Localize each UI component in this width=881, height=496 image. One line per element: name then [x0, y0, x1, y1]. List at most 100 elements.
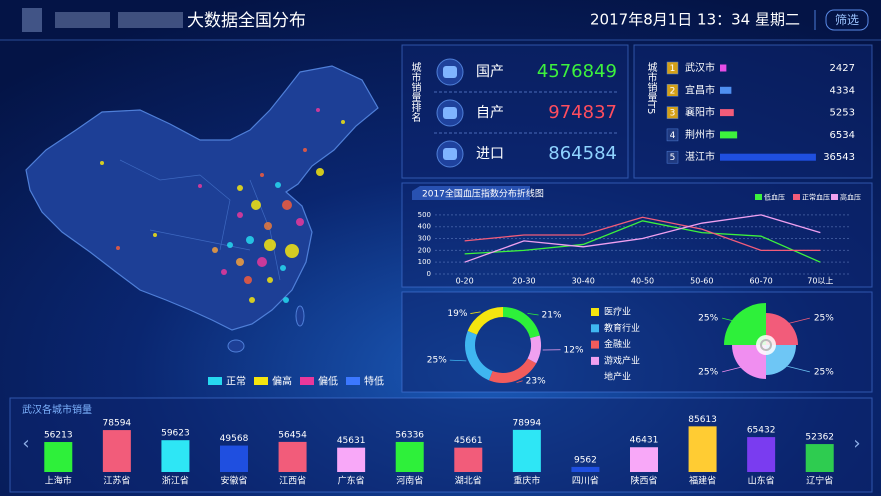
map-dot [221, 269, 227, 275]
map-dot [116, 246, 120, 250]
row-icon-glyph [443, 107, 457, 119]
city-name: 湛江市 [685, 150, 715, 163]
map-dot [246, 236, 254, 244]
value-label: 56213 [44, 431, 73, 441]
map-dot [264, 239, 276, 251]
map-dot [227, 242, 233, 248]
line-chart-title: 2017全国血压指数分布折线图 [422, 188, 544, 200]
value-label: 52362 [805, 433, 834, 443]
map-dot [267, 277, 273, 283]
city-name: 宜昌市 [685, 83, 715, 96]
x-tick-label: 山东省 [748, 475, 775, 487]
legend-swatch [208, 377, 222, 385]
map-dot [280, 265, 286, 271]
donut-segment [467, 307, 503, 335]
bar [720, 86, 732, 94]
value-label: 12% [564, 345, 584, 355]
donut-segment [503, 307, 540, 339]
bar [805, 444, 834, 472]
legend-label: 教育行业 [604, 322, 640, 334]
value-label: 56454 [278, 430, 307, 440]
x-tick-label: 江苏省 [103, 475, 130, 487]
line-series [464, 214, 821, 263]
value-label: 25% [427, 356, 447, 366]
x-tick-label: 上海市 [45, 475, 72, 487]
next-arrow[interactable]: › [853, 433, 860, 454]
value-label: 36543 [823, 152, 855, 163]
map-dot [296, 218, 304, 226]
x-tick-label: 60-70 [749, 277, 772, 286]
rank-badge [666, 106, 679, 119]
legend-swatch [254, 377, 268, 385]
line-series [464, 216, 821, 252]
leader-line [787, 317, 810, 325]
value-label: 4334 [830, 85, 855, 96]
row-name: 自产 [476, 105, 504, 121]
value-label: 21% [542, 310, 562, 320]
legend-label: 偏低 [318, 375, 338, 388]
bar [161, 440, 190, 472]
value-label: 78594 [103, 419, 132, 429]
map-dot [249, 297, 255, 303]
legend-label: 医疗业 [604, 306, 631, 318]
legend-label: 偏高 [272, 375, 292, 388]
rank-badge [666, 150, 679, 164]
row-value: 974837 [548, 102, 617, 123]
value-label: 25% [698, 314, 718, 324]
x-tick-label: 四川省 [572, 475, 599, 487]
map-dot [236, 258, 244, 266]
value-label: 5253 [830, 108, 855, 119]
legend-swatch [591, 340, 599, 349]
x-tick-label: 50-60 [690, 277, 713, 286]
legend-swatch [831, 194, 838, 200]
value-label: 45631 [337, 436, 366, 446]
legend-label: 正常 [226, 375, 246, 388]
y-tick-label: 300 [418, 235, 431, 243]
prev-arrow[interactable]: ‹ [22, 433, 29, 454]
row-name: 进口 [476, 146, 504, 162]
bar [720, 64, 727, 72]
value-label: 25% [814, 367, 834, 377]
value-label: 78994 [513, 418, 542, 428]
rank-number: 3 [670, 109, 676, 119]
taiwan [295, 305, 305, 327]
value-label: 2427 [830, 63, 855, 74]
x-tick-label: 40-50 [631, 277, 654, 286]
value-label: 45661 [454, 436, 483, 446]
panel-label: 城市销量排名 [409, 62, 421, 123]
rose-segment [724, 303, 766, 345]
leader-line [470, 311, 481, 314]
rank-number: 2 [670, 86, 676, 96]
legend-label: 游戏产业 [604, 354, 640, 366]
map-dot [341, 120, 345, 124]
bar [571, 466, 600, 472]
china-map [25, 65, 379, 331]
filter-button[interactable] [825, 9, 869, 31]
y-tick-label: 500 [418, 211, 431, 219]
y-tick-label: 100 [418, 258, 431, 266]
sales-panel [9, 397, 873, 493]
bar [720, 131, 738, 139]
row-value: 4576849 [537, 61, 617, 82]
donut-segment [489, 358, 537, 384]
map-dot [316, 108, 320, 112]
bar [688, 426, 717, 472]
leader-line [787, 365, 810, 373]
y-tick-label: 200 [418, 246, 431, 254]
legend-label: 特低 [364, 375, 384, 388]
legend-swatch [793, 194, 800, 200]
line-series [464, 220, 821, 263]
x-tick-label: 70以上 [807, 277, 833, 286]
value-label: 56336 [395, 430, 424, 440]
value-label: 19% [447, 309, 467, 319]
rank-number: 4 [670, 131, 676, 141]
filter-button-label[interactable]: 筛选 [835, 12, 859, 27]
bar [395, 441, 424, 472]
value-label: 6534 [830, 130, 855, 141]
x-tick-label: 20-30 [512, 277, 535, 286]
legend-swatch [346, 377, 360, 385]
x-tick-label: 30-40 [572, 277, 595, 286]
blurred-logo [22, 8, 42, 32]
bar [454, 447, 483, 472]
